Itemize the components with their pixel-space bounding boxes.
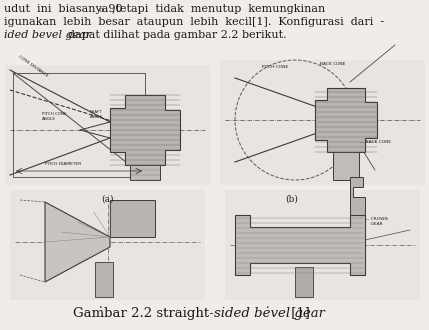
Polygon shape xyxy=(130,165,160,180)
Text: BACK CONE: BACK CONE xyxy=(320,62,345,66)
Text: CONE DISTANCE: CONE DISTANCE xyxy=(17,54,48,78)
Bar xyxy=(295,267,313,297)
Polygon shape xyxy=(110,95,180,165)
Text: o: o xyxy=(99,6,104,14)
Text: — CROWN
    GEAR: — CROWN GEAR xyxy=(365,217,388,226)
Text: sided bėvel gear: sided bėvel gear xyxy=(214,306,325,320)
Bar xyxy=(5,65,210,185)
Polygon shape xyxy=(45,202,110,282)
Text: (b): (b) xyxy=(286,195,299,204)
Text: dapat dilihat pada gambar 2.2 berikut.: dapat dilihat pada gambar 2.2 berikut. xyxy=(61,30,287,40)
Text: PITCH CONE
ANGLE: PITCH CONE ANGLE xyxy=(42,113,67,121)
Polygon shape xyxy=(235,215,365,275)
Polygon shape xyxy=(110,200,155,237)
Text: igunakan  lebih  besar  ataupun  lebih  kecil[1].  Konfigurasi  dari  -: igunakan lebih besar ataupun lebih kecil… xyxy=(4,17,384,27)
Polygon shape xyxy=(350,177,365,215)
Text: PITCH DIAMETER: PITCH DIAMETER xyxy=(45,162,81,166)
Polygon shape xyxy=(315,88,377,152)
Text: Gaṁbar 2.2 straight-: Gaṁbar 2.2 straight- xyxy=(73,306,214,320)
Bar xyxy=(225,190,420,300)
Text: udut  ini  biasanya90: udut ini biasanya90 xyxy=(4,4,123,14)
Bar xyxy=(10,190,205,300)
Bar xyxy=(95,262,113,297)
Polygon shape xyxy=(333,152,359,180)
Text: [1]: [1] xyxy=(287,307,310,319)
Text: (a): (a) xyxy=(101,195,113,204)
Text: ,tetapi  tidak  menutup  kemungkinan: ,tetapi tidak menutup kemungkinan xyxy=(105,4,325,14)
Text: ided bevel gear: ided bevel gear xyxy=(4,30,91,40)
Text: SHAFT
ANGLE: SHAFT ANGLE xyxy=(90,111,103,119)
Text: PITCH CONE: PITCH CONE xyxy=(262,65,288,69)
Text: — BACK CONE: — BACK CONE xyxy=(360,140,391,144)
Bar xyxy=(220,60,425,185)
